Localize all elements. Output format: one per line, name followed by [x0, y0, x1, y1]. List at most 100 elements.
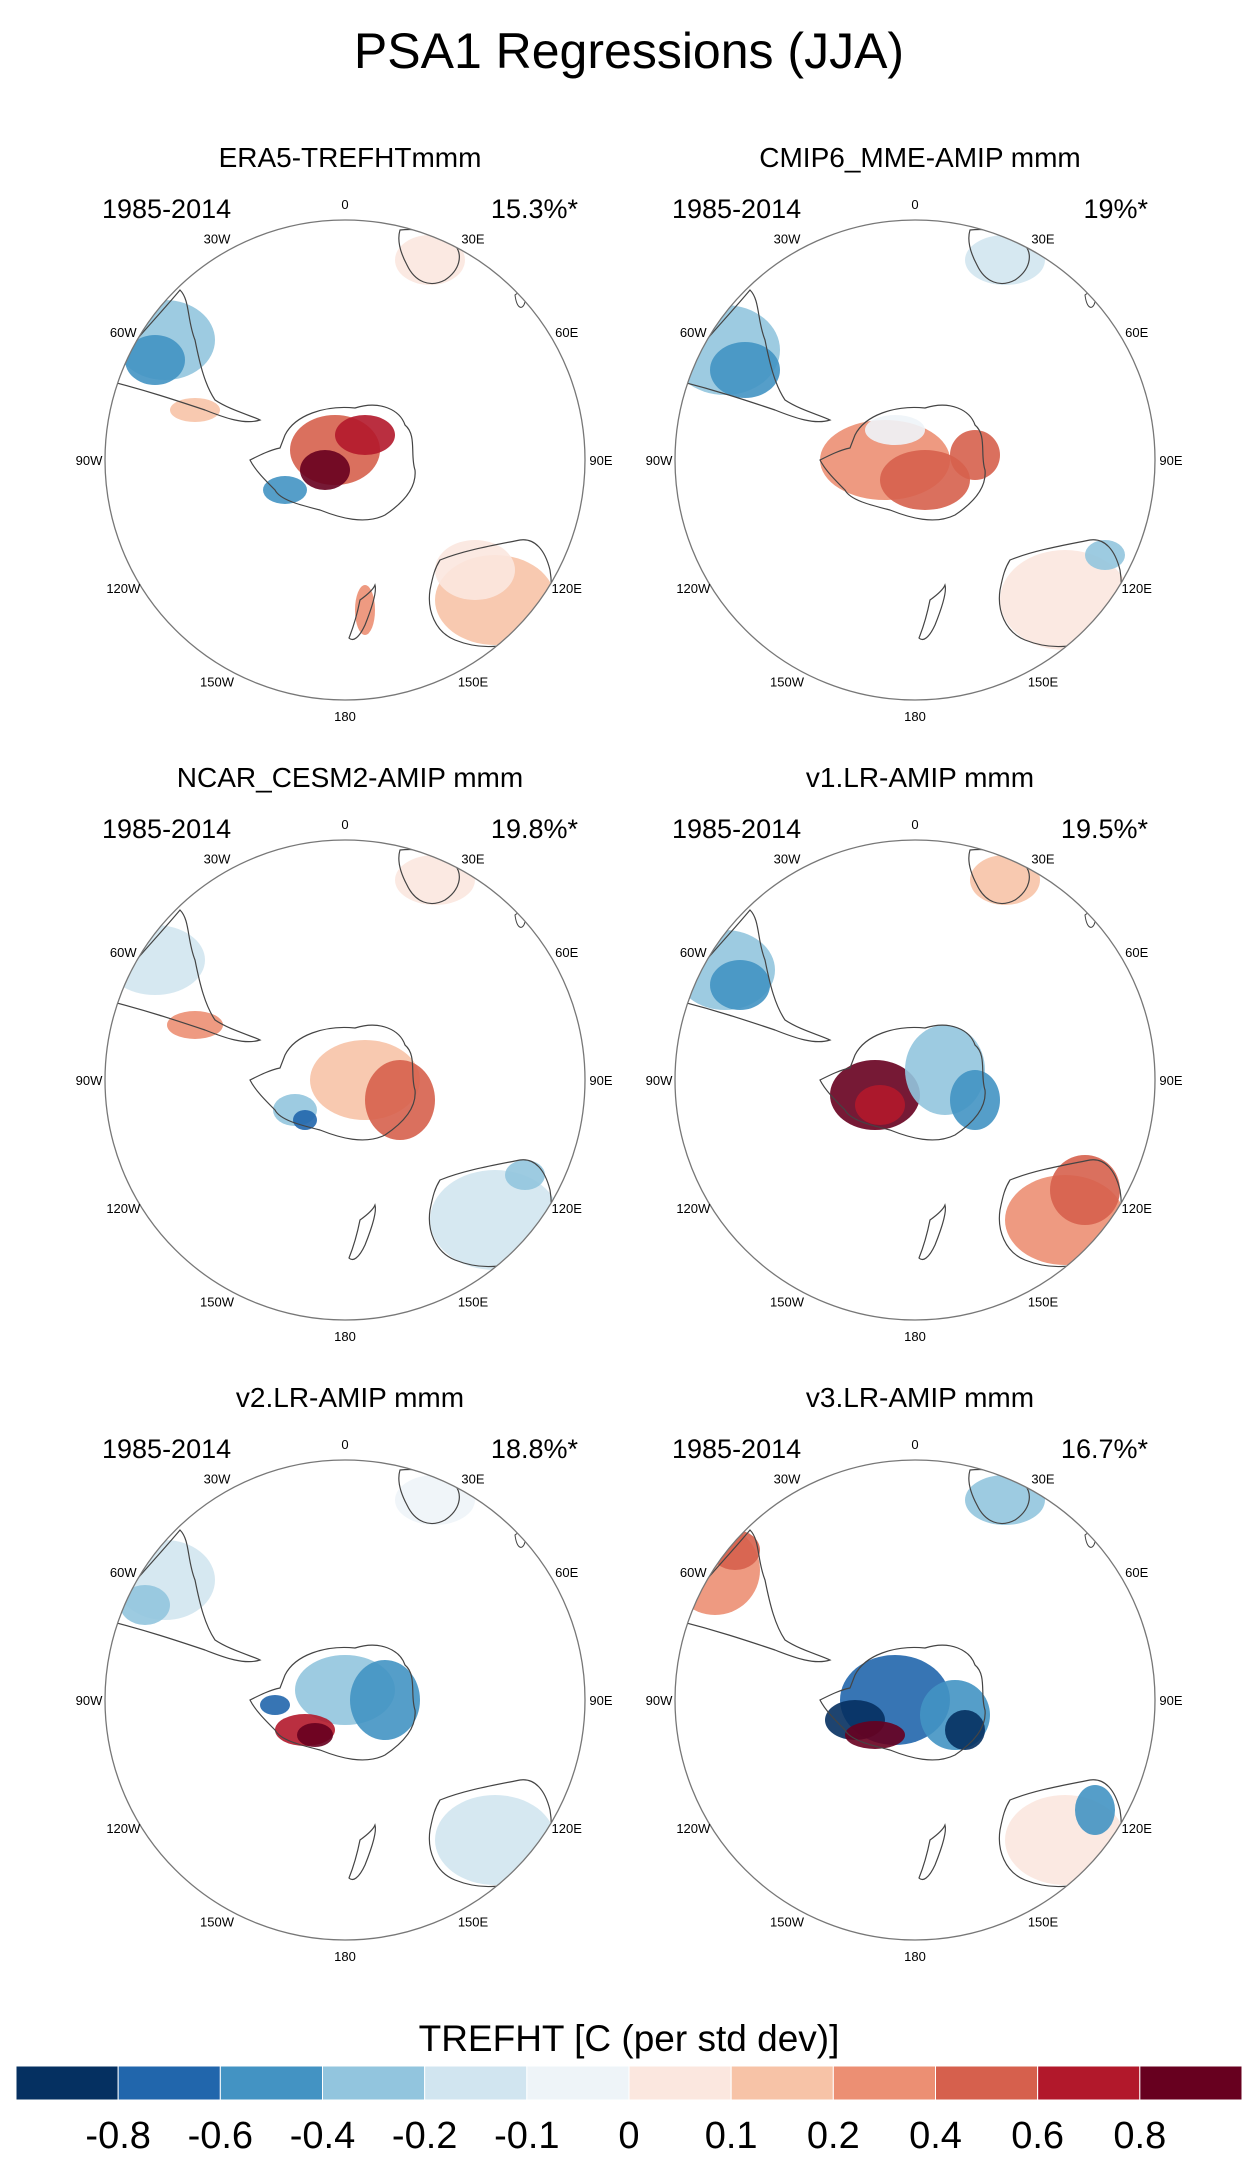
panel-title: CMIP6_MME-AMIP mmm	[759, 142, 1081, 173]
anomaly-patch	[950, 430, 1000, 480]
colorbar-tick-label: -0.6	[187, 2115, 254, 2157]
longitude-label: 150E	[458, 1295, 489, 1310]
longitude-label: 0	[341, 1437, 348, 1452]
anomaly-patch	[970, 855, 1040, 905]
anomaly-patch	[1050, 1155, 1120, 1225]
colorbar-tick-label: -0.4	[289, 2115, 356, 2157]
period-label: 1985-2014	[672, 194, 801, 224]
colorbar	[15, 2065, 1243, 2101]
colorbar-tick-label: 0.8	[1113, 2115, 1167, 2157]
longitude-label: 90W	[646, 1073, 673, 1088]
longitude-label: 120E	[1122, 1821, 1153, 1836]
longitude-label: 60W	[680, 325, 707, 340]
longitude-label: 150E	[1028, 675, 1059, 690]
map-panel: 0 30E 60E 90E 120E 150E 180 150W 120W 90W 60W 30W NC…	[76, 762, 613, 1344]
anomaly-patch	[965, 235, 1045, 285]
longitude-label: 30E	[461, 851, 484, 866]
colorbar-tick-label: -0.2	[391, 2115, 458, 2157]
map-panel: 0 30E 60E 90E 120E 150E 180 150W 120W 90W 60W 30W v3…	[646, 1382, 1183, 1964]
colorbar-tick-label: 0.2	[806, 2115, 860, 2157]
longitude-label: 60E	[555, 325, 578, 340]
period-label: 1985-2014	[672, 1434, 801, 1464]
period-label: 1985-2014	[102, 1434, 231, 1464]
map-field	[675, 1468, 1125, 1888]
longitude-label: 30E	[1031, 851, 1054, 866]
anomaly-patch	[710, 960, 770, 1010]
longitude-label: 60W	[110, 945, 137, 960]
longitude-label: 180	[904, 709, 926, 724]
anomaly-patch	[505, 1160, 545, 1190]
globe-outline	[674, 839, 1156, 1321]
map-field	[105, 1468, 555, 1888]
variance-label: 19%*	[1083, 194, 1148, 224]
longitude-label: 30W	[774, 231, 801, 246]
longitude-label: 90W	[76, 1693, 103, 1708]
longitude-label: 30W	[774, 851, 801, 866]
anomaly-patch	[263, 476, 307, 504]
longitude-label: 150W	[200, 675, 235, 690]
colorbar-tick-label: 0.4	[909, 2115, 962, 2157]
longitude-label: 60E	[555, 1565, 578, 1580]
period-label: 1985-2014	[672, 814, 801, 844]
longitude-label: 0	[911, 817, 918, 832]
longitude-label: 0	[911, 1437, 918, 1452]
longitude-label: 120E	[1122, 1201, 1153, 1216]
anomaly-patch	[855, 1085, 905, 1125]
anomaly-patch	[965, 1475, 1045, 1525]
longitude-label: 120W	[676, 1821, 711, 1836]
colorbar-swatch	[322, 2065, 426, 2101]
anomaly-patch	[105, 925, 205, 995]
longitude-label: 30W	[774, 1471, 801, 1486]
longitude-label: 60W	[110, 325, 137, 340]
longitude-label: 0	[911, 197, 918, 212]
longitude-label: 150W	[770, 675, 805, 690]
globe-outline	[104, 219, 586, 701]
colorbar-swatch	[424, 2065, 528, 2101]
map-field	[105, 228, 555, 648]
period-label: 1985-2014	[102, 814, 231, 844]
anomaly-patch	[355, 585, 375, 635]
anomaly-patch	[120, 1585, 170, 1625]
colorbar-swatch	[219, 2065, 323, 2101]
map-panel: 0 30E 60E 90E 120E 150E 180 150W 120W 90W 60W 30W CM…	[646, 142, 1183, 724]
variance-label: 15.3%*	[491, 194, 579, 224]
map-field	[675, 848, 1125, 1268]
longitude-label: 60W	[680, 945, 707, 960]
longitude-label: 30E	[1031, 231, 1054, 246]
longitude-label: 90E	[1159, 1693, 1182, 1708]
anomaly-patch	[395, 855, 475, 905]
longitude-label: 90E	[589, 1073, 612, 1088]
longitude-label: 60E	[555, 945, 578, 960]
panel-title: NCAR_CESM2-AMIP mmm	[177, 762, 523, 793]
longitude-label: 60W	[110, 1565, 137, 1580]
longitude-label: 30W	[204, 851, 231, 866]
globe-outline	[104, 1459, 586, 1941]
colorbar-title: TREFHT [C (per std dev)]	[418, 2018, 840, 2059]
longitude-label: 150W	[200, 1915, 235, 1930]
anomaly-patch	[1075, 1785, 1115, 1835]
map-panel: 0 30E 60E 90E 120E 150E 180 150W 120W 90W 60W 30W v2…	[76, 1382, 613, 1964]
anomaly-patch	[1085, 540, 1125, 570]
anomaly-patch	[865, 415, 925, 445]
longitude-label: 120W	[676, 581, 711, 596]
colorbar-swatch	[526, 2065, 630, 2101]
colorbar-swatch	[935, 2065, 1039, 2101]
colorbar-tick-label: 0.6	[1011, 2115, 1065, 2157]
globe-outline	[674, 219, 1156, 701]
colorbar-tick-label: -0.8	[85, 2115, 151, 2157]
anomaly-patch	[710, 342, 780, 398]
anomaly-patch	[350, 1660, 420, 1740]
colorbar-swatch	[15, 2065, 119, 2101]
longitude-label: 120E	[552, 1821, 583, 1836]
longitude-label: 180	[904, 1329, 926, 1344]
longitude-label: 150W	[200, 1295, 235, 1310]
longitude-label: 150E	[1028, 1915, 1059, 1930]
longitude-label: 30E	[461, 231, 484, 246]
anomaly-patch	[435, 1795, 555, 1885]
longitude-label: 180	[334, 1949, 356, 1964]
longitude-label: 90E	[589, 1693, 612, 1708]
longitude-label: 0	[341, 817, 348, 832]
anomaly-patch	[365, 1060, 435, 1140]
panel-title: v2.LR-AMIP mmm	[236, 1382, 464, 1413]
longitude-label: 180	[334, 1329, 356, 1344]
